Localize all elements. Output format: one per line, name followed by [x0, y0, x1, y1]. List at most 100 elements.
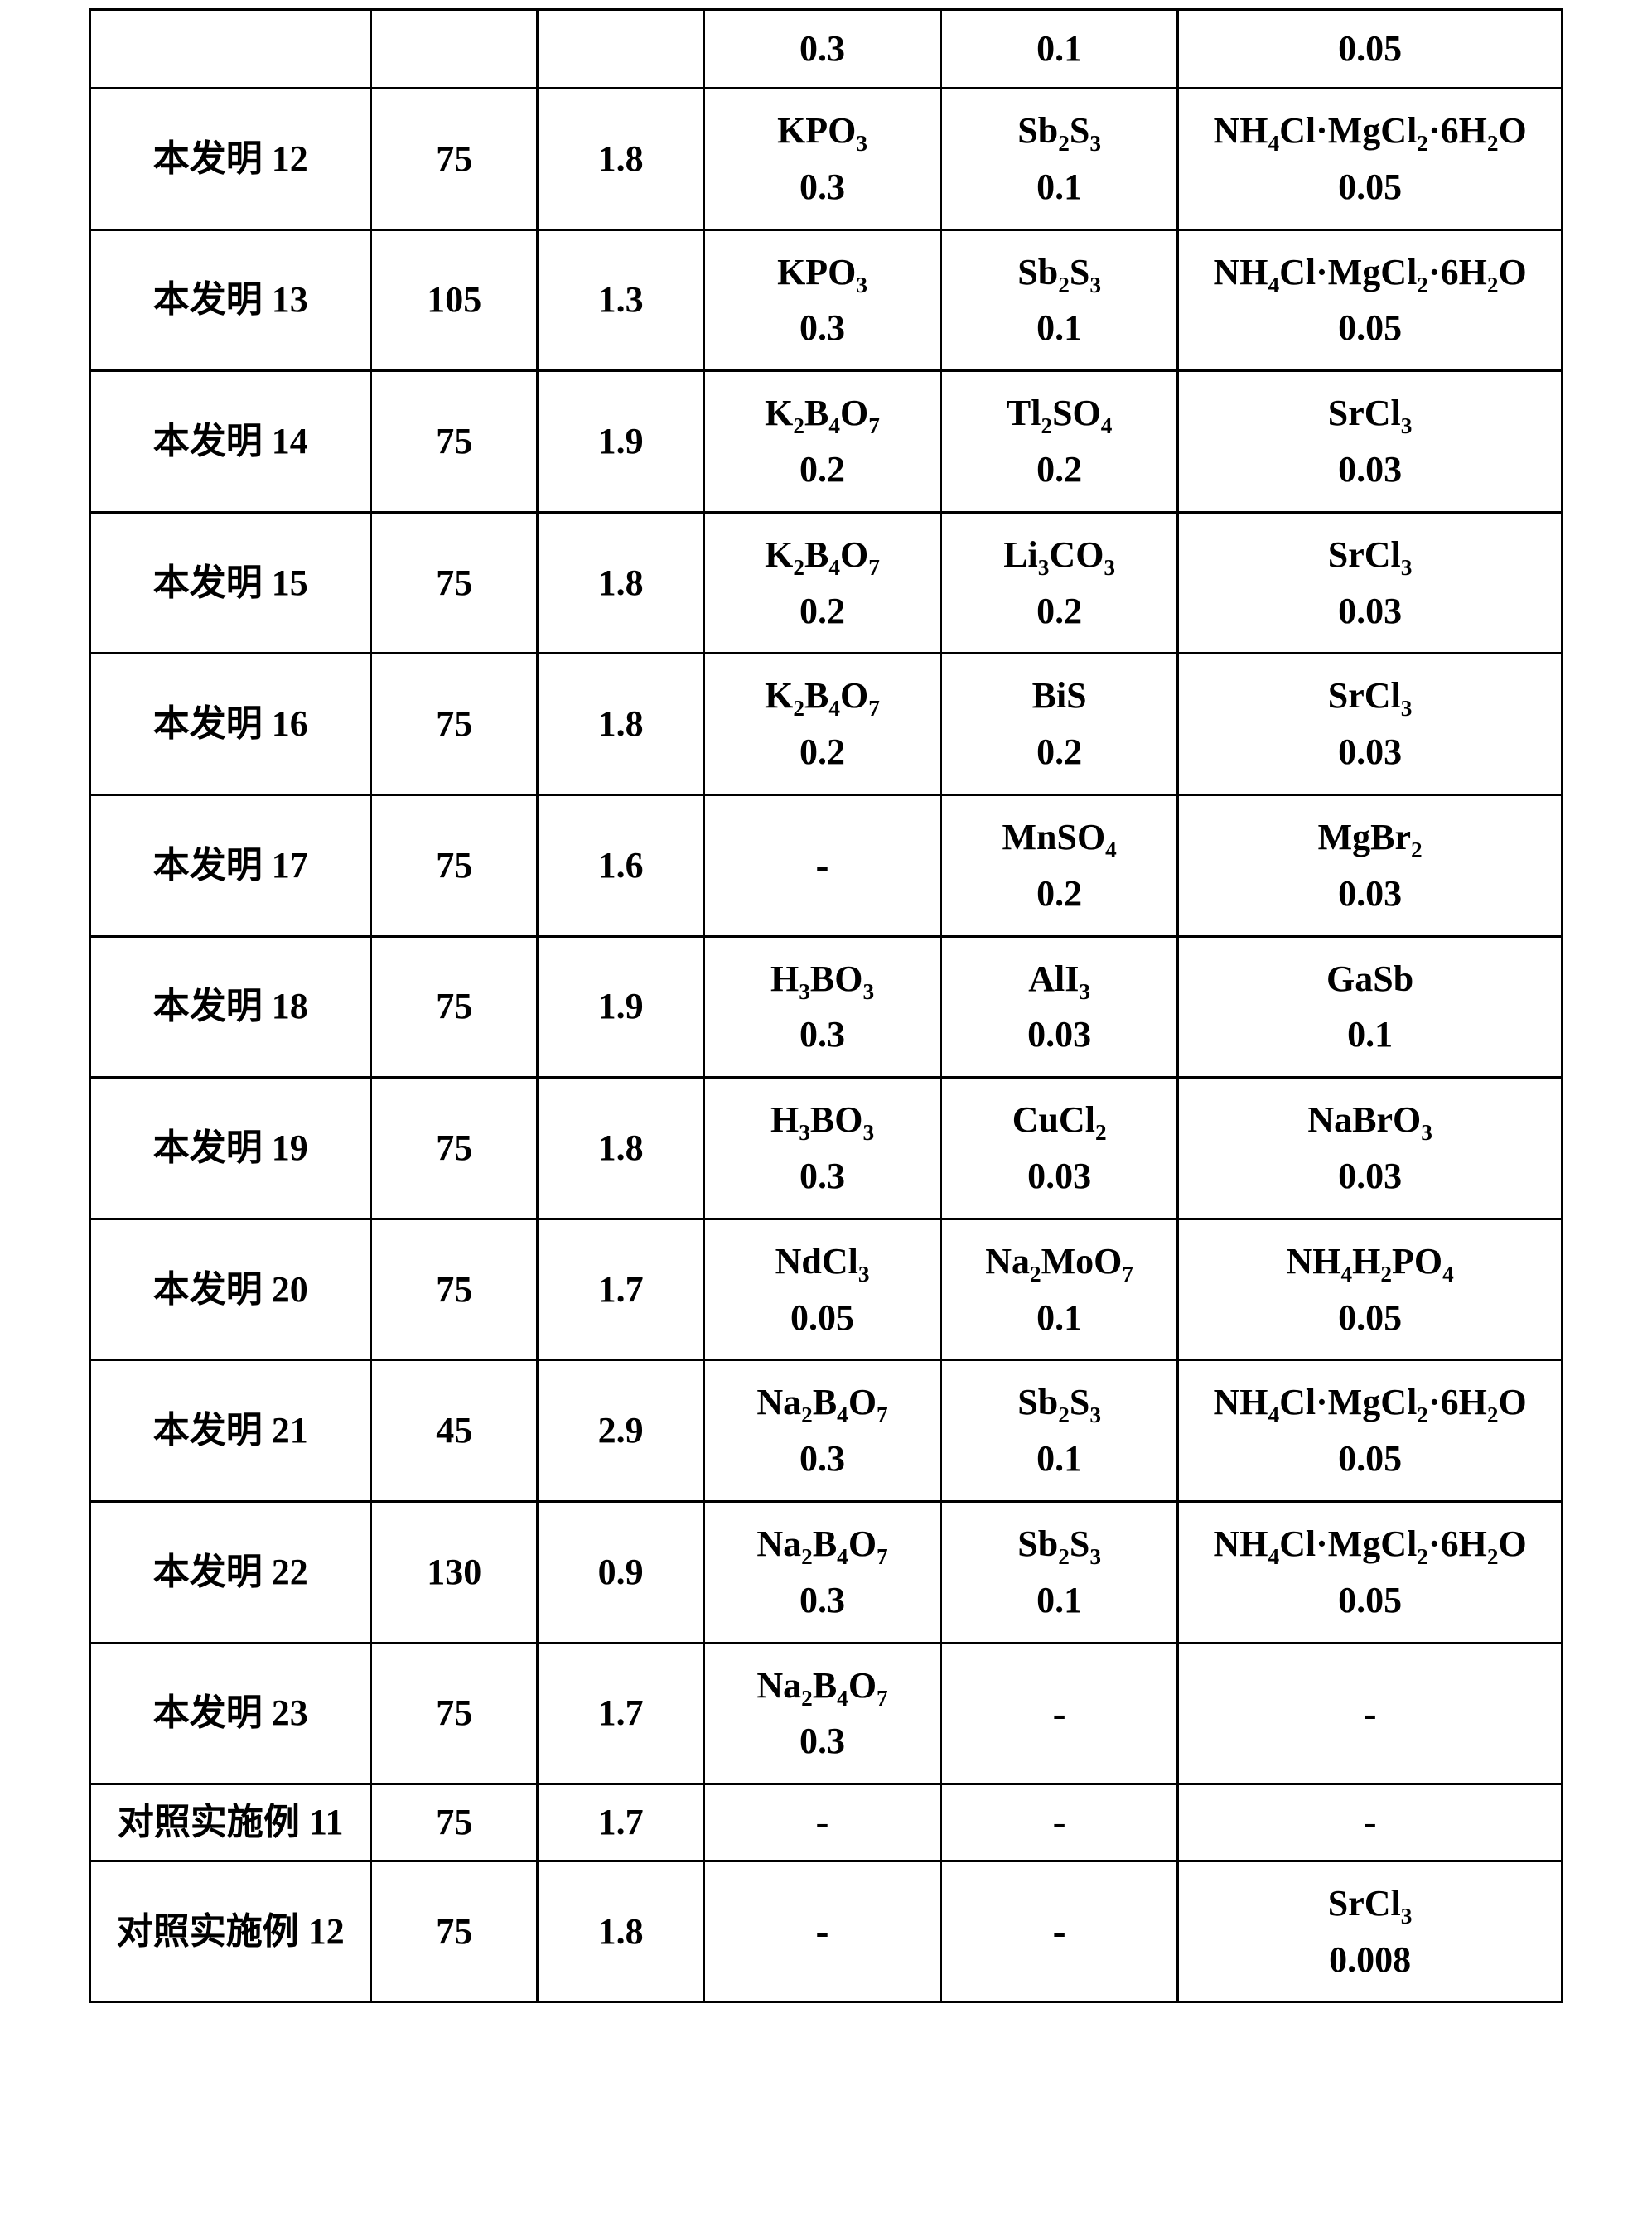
- compound-formula: SrCl3: [1184, 387, 1556, 440]
- compound-cell: AlI30.03: [941, 936, 1178, 1078]
- compound-cell: KPO30.3: [704, 229, 941, 371]
- table-body: 0.30.10.05本发明 12751.8KPO30.3Sb2S30.1NH4C…: [90, 10, 1563, 2002]
- compound-amount: 0.2: [710, 726, 935, 779]
- value-cell: 1.8: [538, 1078, 704, 1219]
- data-table: 0.30.10.05本发明 12751.8KPO30.3Sb2S30.1NH4C…: [89, 8, 1563, 2003]
- compound-cell: NH4Cl·MgCl2·6H2O0.05: [1178, 1360, 1563, 1502]
- compound-cell: SrCl30.03: [1178, 512, 1563, 654]
- dash: -: [1053, 1692, 1066, 1736]
- value-cell: 75: [371, 1784, 538, 1861]
- compound-cell: GaSb0.1: [1178, 936, 1563, 1078]
- value-cell: 1.9: [538, 371, 704, 513]
- compound-cell: Sb2S30.1: [941, 1501, 1178, 1643]
- value-cell: 75: [371, 1861, 538, 2002]
- compound-cell: SrCl30.008: [1178, 1861, 1563, 2002]
- dash: -: [816, 1909, 829, 1953]
- table-row: 本发明 20751.7NdCl30.05Na2MoO70.1NH4H2PO40.…: [90, 1219, 1563, 1360]
- row-label: 本发明 12: [90, 89, 371, 230]
- compound-formula: Li3CO3: [947, 529, 1171, 582]
- compound-amount: 0.1: [947, 1432, 1171, 1485]
- compound-amount: 0.2: [947, 585, 1171, 638]
- compound-cell: H3BO30.3: [704, 936, 941, 1078]
- compound-formula: KPO3: [710, 104, 935, 157]
- compound-amount: 0.03: [1184, 443, 1556, 496]
- compound-formula: SrCl3: [1184, 1877, 1556, 1930]
- compound-cell: Sb2S30.1: [941, 1360, 1178, 1502]
- table-row: 本发明 21452.9Na2B4O70.3Sb2S30.1NH4Cl·MgCl2…: [90, 1360, 1563, 1502]
- compound-amount: 0.03: [1184, 726, 1556, 779]
- row-label: 本发明 23: [90, 1643, 371, 1784]
- compound-formula: NH4Cl·MgCl2·6H2O: [1184, 246, 1556, 299]
- continued-cell: 0.05: [1178, 10, 1563, 89]
- compound-amount: 0.1: [947, 1574, 1171, 1627]
- compound-formula: MgBr2: [1184, 811, 1556, 864]
- compound-cell: NH4Cl·MgCl2·6H2O0.05: [1178, 89, 1563, 230]
- compound-cell: Li3CO30.2: [941, 512, 1178, 654]
- compound-amount: 0.05: [710, 1291, 935, 1344]
- table-row: 对照实施例 12751.8--SrCl30.008: [90, 1861, 1563, 2002]
- compound-formula: Na2B4O7: [710, 1518, 935, 1571]
- compound-cell: NH4Cl·MgCl2·6H2O0.05: [1178, 229, 1563, 371]
- value-cell: 1.7: [538, 1784, 704, 1861]
- compound-cell: -: [941, 1861, 1178, 2002]
- table-row: 0.30.10.05: [90, 10, 1563, 89]
- row-label: 本发明 18: [90, 936, 371, 1078]
- compound-formula: H3BO3: [710, 1093, 935, 1147]
- compound-formula: AlI3: [947, 953, 1171, 1006]
- compound-amount: 0.05: [1184, 1291, 1556, 1344]
- compound-cell: CuCl20.03: [941, 1078, 1178, 1219]
- table-row: 本发明 221300.9Na2B4O70.3Sb2S30.1NH4Cl·MgCl…: [90, 1501, 1563, 1643]
- compound-amount: 0.03: [1184, 585, 1556, 638]
- compound-amount: 0.2: [710, 585, 935, 638]
- row-label: 本发明 17: [90, 794, 371, 936]
- compound-amount: 0.05: [1184, 1432, 1556, 1485]
- compound-amount: 0.2: [710, 443, 935, 496]
- compound-cell: NaBrO30.03: [1178, 1078, 1563, 1219]
- compound-amount: 0.03: [947, 1150, 1171, 1203]
- continued-cell: 0.3: [704, 10, 941, 89]
- dash: -: [1364, 1692, 1377, 1736]
- table-row: 本发明 23751.7Na2B4O70.3--: [90, 1643, 1563, 1784]
- compound-amount: 0.05: [1184, 1574, 1556, 1627]
- compound-cell: Na2B4O70.3: [704, 1643, 941, 1784]
- compound-cell: NH4Cl·MgCl2·6H2O0.05: [1178, 1501, 1563, 1643]
- dash: -: [1053, 1800, 1066, 1844]
- compound-formula: BiS: [947, 669, 1171, 722]
- compound-formula: Sb2S3: [947, 1518, 1171, 1571]
- compound-formula: NH4Cl·MgCl2·6H2O: [1184, 1518, 1556, 1571]
- dash: -: [1053, 1909, 1066, 1953]
- compound-amount: 0.008: [1184, 1933, 1556, 1987]
- table-row: 本发明 14751.9K2B4O70.2Tl2SO40.2SrCl30.03: [90, 371, 1563, 513]
- compound-cell: MgBr20.03: [1178, 794, 1563, 936]
- compound-formula: SrCl3: [1184, 669, 1556, 722]
- compound-formula: Sb2S3: [947, 104, 1171, 157]
- value-cell: 75: [371, 89, 538, 230]
- value-cell: 105: [371, 229, 538, 371]
- compound-cell: -: [704, 1784, 941, 1861]
- compound-formula: NaBrO3: [1184, 1093, 1556, 1147]
- compound-amount: 0.3: [710, 1432, 935, 1485]
- value-cell: 2.9: [538, 1360, 704, 1502]
- table-row: 本发明 15751.8K2B4O70.2Li3CO30.2SrCl30.03: [90, 512, 1563, 654]
- value-cell: 1.6: [538, 794, 704, 936]
- table-row: 本发明 12751.8KPO30.3Sb2S30.1NH4Cl·MgCl2·6H…: [90, 89, 1563, 230]
- value-cell: 0.9: [538, 1501, 704, 1643]
- compound-cell: Na2B4O70.3: [704, 1501, 941, 1643]
- row-label: 本发明 21: [90, 1360, 371, 1502]
- compound-formula: Na2B4O7: [710, 1376, 935, 1429]
- compound-cell: NH4H2PO40.05: [1178, 1219, 1563, 1360]
- value-cell: 75: [371, 1643, 538, 1784]
- row-label: 本发明 20: [90, 1219, 371, 1360]
- value-cell: 1.8: [538, 654, 704, 795]
- table-row: 本发明 131051.3KPO30.3Sb2S30.1NH4Cl·MgCl2·6…: [90, 229, 1563, 371]
- value-cell: 130: [371, 1501, 538, 1643]
- value-cell: 75: [371, 794, 538, 936]
- row-label: 本发明 15: [90, 512, 371, 654]
- compound-formula: NdCl3: [710, 1235, 935, 1288]
- table-row: 本发明 19751.8H3BO30.3CuCl20.03NaBrO30.03: [90, 1078, 1563, 1219]
- compound-amount: 0.03: [1184, 867, 1556, 920]
- compound-amount: 0.03: [947, 1008, 1171, 1061]
- compound-amount: 0.3: [710, 302, 935, 355]
- value-cell: 1.3: [538, 229, 704, 371]
- value-cell: 1.8: [538, 1861, 704, 2002]
